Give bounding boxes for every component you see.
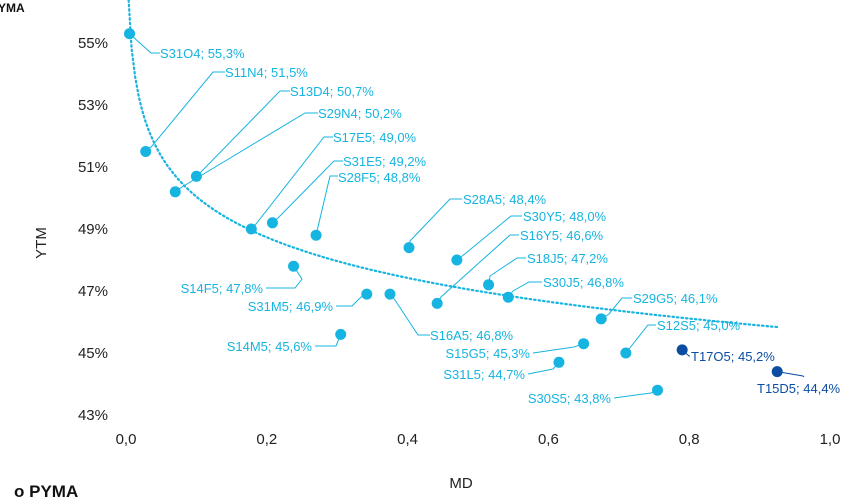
data-label: S31O4; 55,3% — [160, 46, 245, 61]
data-point — [361, 288, 373, 300]
y-tick-label: 43% — [78, 407, 108, 424]
data-point — [169, 186, 181, 198]
trend-line-layer — [127, 0, 781, 329]
y-tick-label: 45% — [78, 345, 108, 362]
leader-line — [389, 293, 430, 336]
data-point — [652, 384, 664, 396]
data-label: S11N4; 51,5% — [225, 65, 308, 80]
data-point — [771, 366, 783, 378]
data-point — [245, 223, 257, 235]
data-point — [266, 217, 278, 229]
leader-line — [456, 215, 522, 261]
leader-line — [315, 175, 338, 236]
leader-line — [613, 389, 658, 399]
x-tick-label: 0,0 — [116, 431, 137, 448]
x-axis-title: MD — [449, 475, 472, 492]
data-label: S30Y5; 48,0% — [523, 209, 607, 224]
data-label: S16A5; 46,8% — [430, 328, 514, 343]
data-point — [553, 356, 565, 368]
data-label: S29N4; 50,2% — [318, 106, 402, 121]
footer-text: o PYMA — [14, 482, 78, 499]
x-tick-labels: 0,0 0,2 0,4 0,6 0,8 1,0 — [116, 431, 841, 448]
data-point — [335, 328, 347, 340]
leader-line — [625, 324, 656, 354]
data-label: S12S5; 45,0% — [657, 318, 741, 333]
data-label: S16Y5; 46,6% — [520, 228, 604, 243]
y-tick-label: 55% — [78, 35, 108, 52]
data-label: S17E5; 49,0% — [333, 130, 417, 145]
data-point — [140, 146, 152, 157]
data-label: S29G5; 46,1% — [633, 291, 718, 306]
leader-line — [532, 343, 584, 354]
leader-line — [777, 371, 805, 378]
leader-line — [266, 265, 303, 289]
data-label: S31M5; 46,9% — [248, 299, 334, 314]
data-label: S14M5; 45,6% — [227, 339, 313, 354]
data-point — [620, 347, 632, 359]
data-point — [384, 288, 396, 300]
leader-line — [488, 257, 526, 285]
data-point — [483, 279, 495, 291]
data-label: T17O5; 45,2% — [691, 349, 775, 364]
leader-line — [507, 281, 542, 298]
data-label: S28A5; 48,4% — [463, 192, 547, 207]
data-labels: S31O4; 55,3% S11N4; 51,5% S13D4; 50,7% S29N… — [160, 46, 841, 406]
data-label: S31E5; 49,2% — [343, 154, 427, 169]
data-point — [431, 297, 443, 309]
y-tick-label: 47% — [78, 283, 108, 300]
x-tick-label: 0,8 — [679, 431, 700, 448]
leader-line — [145, 71, 225, 152]
data-label: S14F5; 47,8% — [181, 281, 264, 296]
data-label: S30S5; 43,8% — [528, 391, 612, 406]
data-point — [124, 28, 136, 40]
data-point — [676, 344, 688, 356]
leader-line — [408, 198, 462, 248]
x-tick-label: 1,0 — [820, 431, 841, 448]
trend-line — [127, 0, 781, 329]
data-points — [124, 28, 783, 396]
y-tick-labels: 43% 45% 47% 49% 51% 53% 55% — [78, 35, 108, 424]
y-tick-label: 51% — [78, 159, 108, 176]
x-tick-label: 0,4 — [397, 431, 418, 448]
data-point — [310, 229, 322, 241]
leader-line — [129, 33, 160, 54]
data-point — [190, 170, 202, 182]
data-label: S15G5; 45,3% — [445, 346, 530, 361]
x-tick-label: 0,2 — [256, 431, 277, 448]
data-point — [502, 291, 514, 303]
x-tick-label: 0,6 — [538, 431, 559, 448]
y-tick-label: 53% — [78, 97, 108, 114]
data-label: S31L5; 44,7% — [443, 367, 525, 382]
data-point — [451, 254, 463, 266]
data-point — [288, 260, 300, 272]
leader-line — [196, 90, 290, 177]
data-label: S18J5; 47,2% — [527, 251, 608, 266]
y-tick-label: 49% — [78, 221, 108, 238]
data-point — [595, 313, 607, 325]
corner-text: YMA — [0, 1, 25, 15]
data-label: S28F5; 48,8% — [338, 170, 421, 185]
data-label: S30J5; 46,8% — [543, 275, 624, 290]
y-axis-title: YTM — [33, 227, 50, 259]
leader-line — [272, 160, 343, 224]
data-label: S13D4; 50,7% — [290, 84, 374, 99]
data-point — [578, 338, 590, 350]
data-label: T15D5; 44,4% — [757, 381, 841, 396]
data-point — [403, 242, 415, 254]
